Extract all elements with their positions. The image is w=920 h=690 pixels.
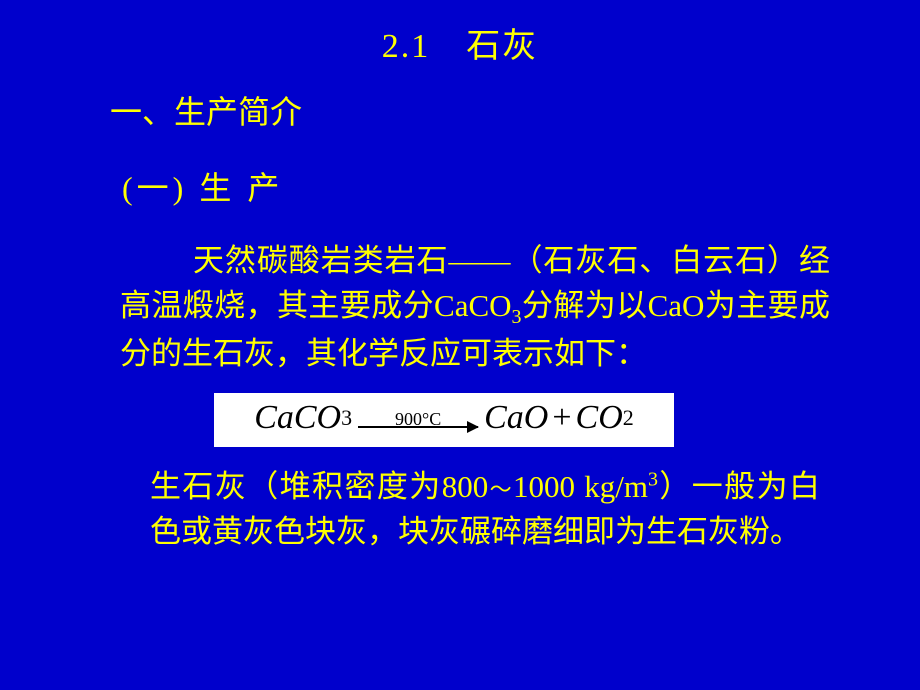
paragraph-1: 天然碳酸岩类岩石——（石灰石、白云石）经高温煅烧，其主要成分CaCO3分解为以C… (0, 209, 920, 377)
formula-reactant-sub: 3 (341, 405, 352, 431)
para1-subscript: 3 (512, 306, 522, 328)
chemical-equation: CaCO3 900°C CaO + CO2 (214, 393, 674, 447)
para2-tilde: ～ (488, 477, 513, 502)
subsection-heading-1: (一) 生 产 (0, 133, 920, 209)
para2-text-a: 生石灰（堆积密度为800 (150, 469, 488, 504)
formula-product2-sub: 2 (623, 405, 634, 431)
formula-product2: CO (576, 399, 623, 437)
arrow-icon (358, 426, 478, 428)
formula-reactant: CaCO (254, 399, 341, 437)
formula-product1: CaO (484, 399, 548, 437)
paragraph-2: 生石灰（堆积密度为800～1000 kg/m3）一般为白色或黄灰色块灰，块灰碾碎… (0, 447, 920, 555)
para2-superscript: 3 (648, 469, 658, 491)
slide-title: 2.1 石灰 (0, 0, 920, 67)
para2-text-b: 1000 kg/m (513, 469, 648, 504)
reaction-arrow: 900°C (358, 409, 478, 428)
formula-plus: + (552, 399, 571, 437)
section-heading-1: 一、生产简介 (0, 67, 920, 133)
